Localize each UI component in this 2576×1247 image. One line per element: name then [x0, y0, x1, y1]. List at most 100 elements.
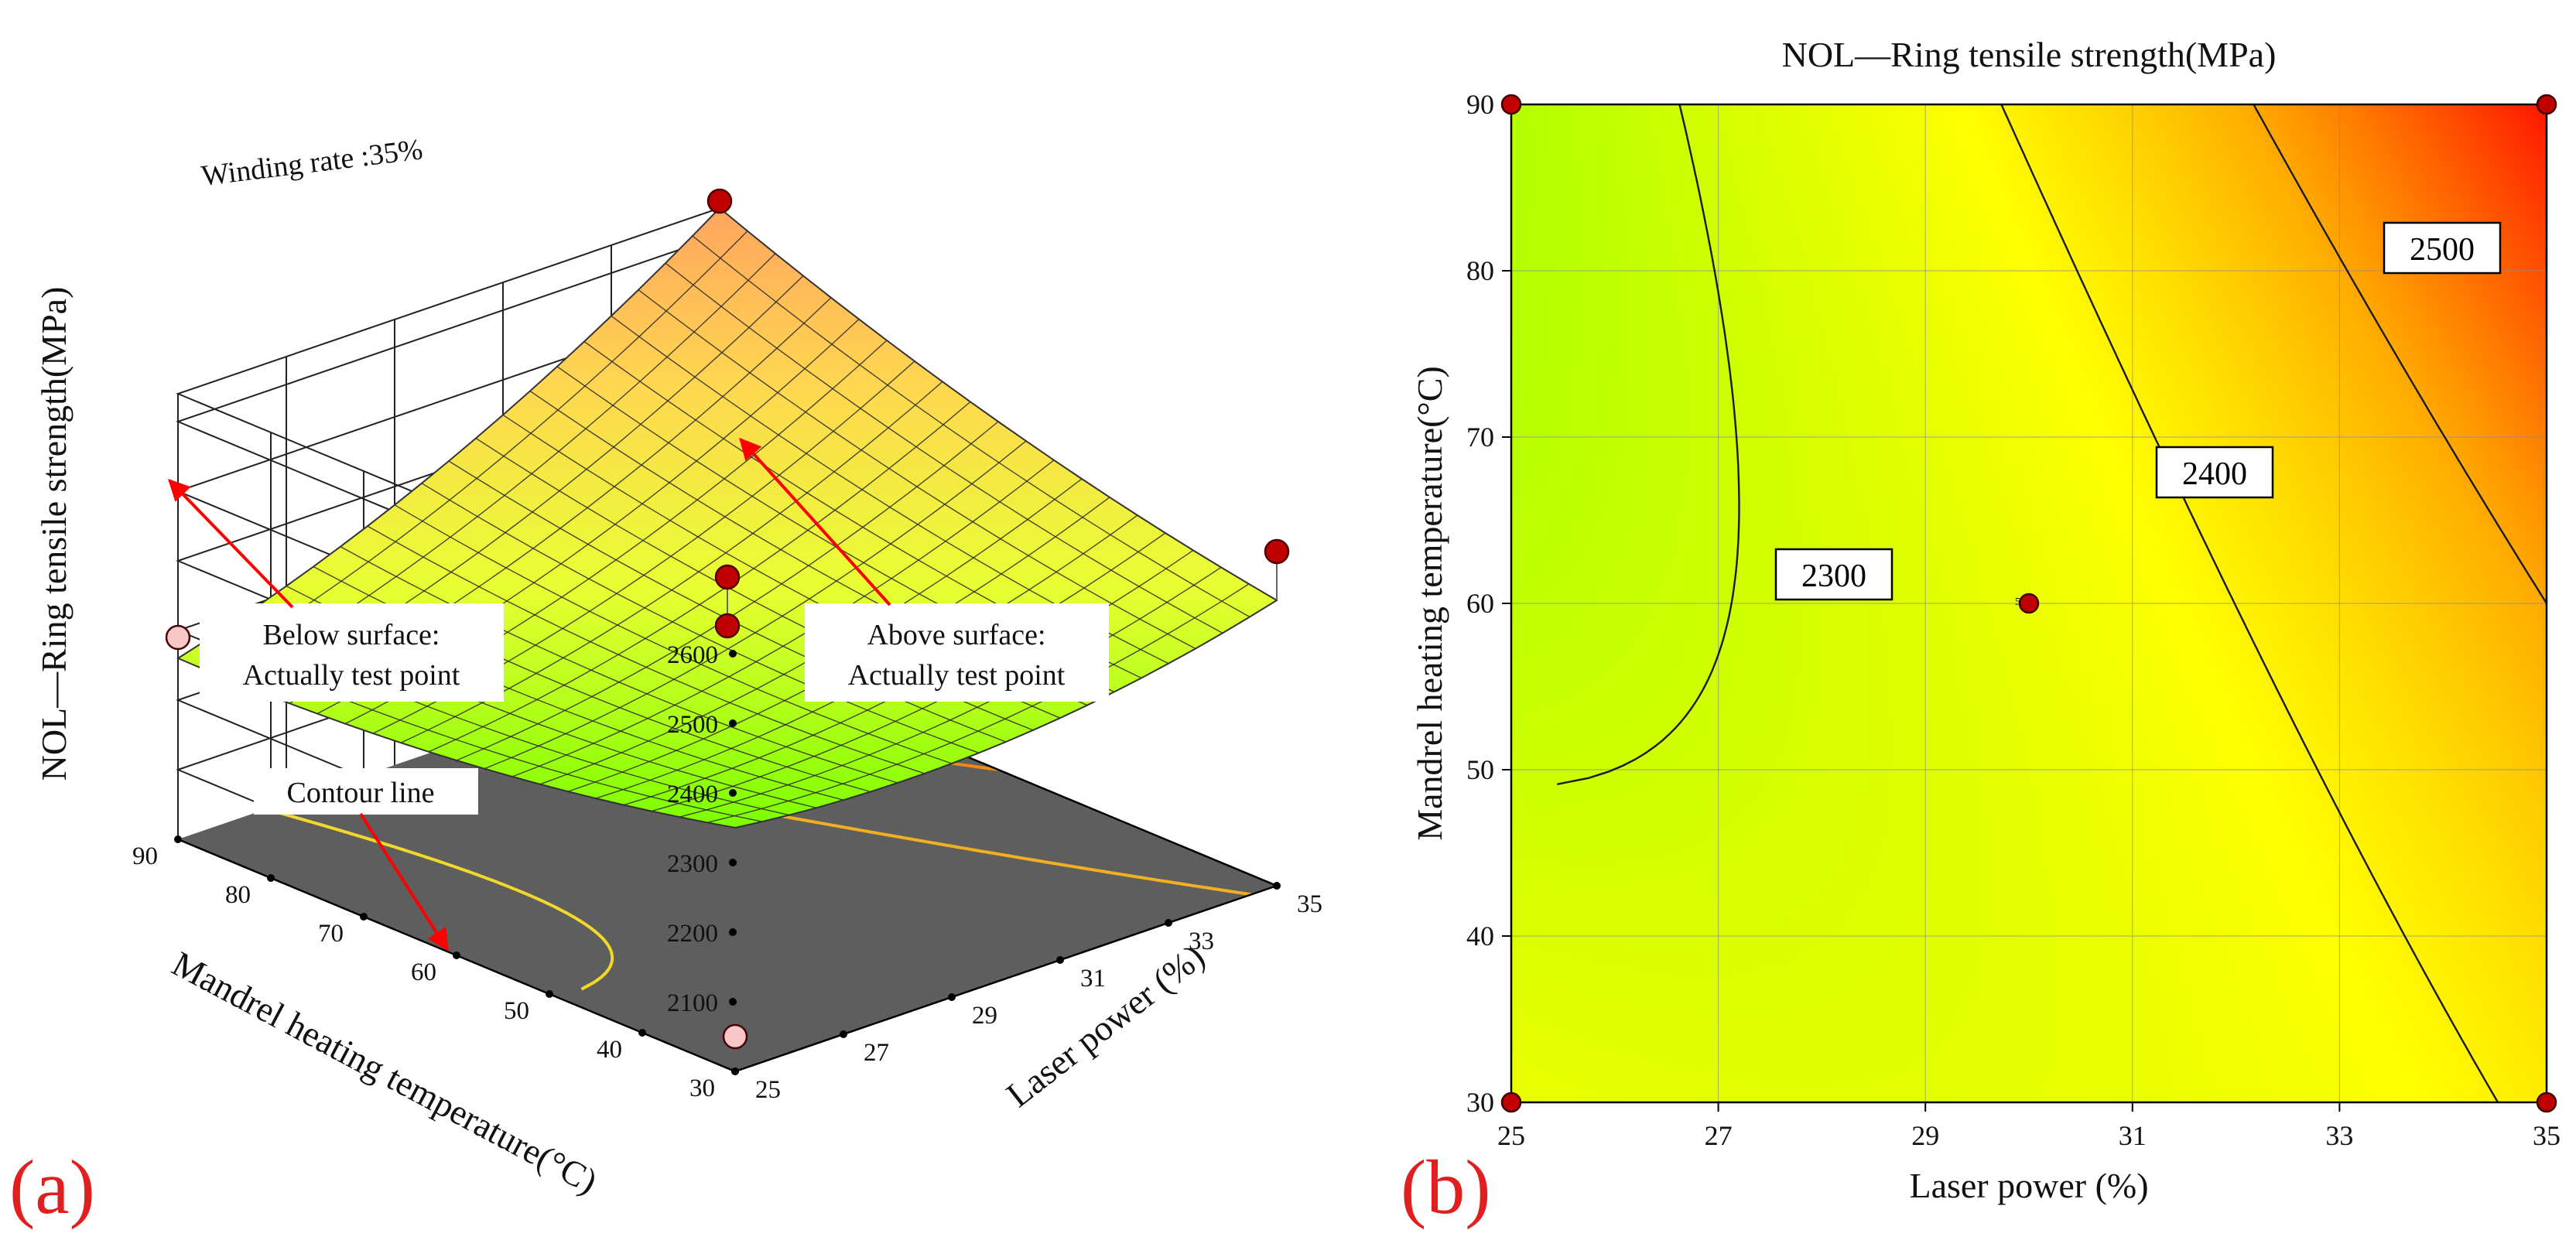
- y-tick-dot: [453, 951, 460, 959]
- below-surface-line1: Below surface:: [263, 619, 440, 651]
- below-arrow: [168, 478, 294, 609]
- y-tick-label: 50: [504, 997, 529, 1025]
- contour-axis-ticks: 25 27 29 31 33 35 30 40 50 60 70 80 90: [1466, 89, 2561, 1151]
- y-tick-dot: [546, 990, 553, 998]
- x-tick-label: 31: [1080, 965, 1106, 992]
- mesh-line-y: [679, 566, 1222, 818]
- test-point-below: [722, 1023, 748, 1050]
- panel-a-surface-chart: 2100 2200 2300 2400 2500 2600 30 40 50 60 70 80 90 25…: [9, 133, 1322, 1230]
- mesh-line-y: [511, 460, 1055, 777]
- contour-label-2500: 2500: [2383, 221, 2502, 275]
- panel-a-label: (a): [9, 1144, 95, 1230]
- contour-y-title: Mandrel heating temperature(°C): [1410, 366, 1449, 841]
- z-tick-dot: [729, 998, 737, 1006]
- mesh-line-y: [484, 440, 1027, 770]
- y-tick-label: 70: [1466, 422, 1494, 453]
- y-tick-label: 30: [689, 1074, 715, 1102]
- z-tick-dot: [729, 719, 737, 727]
- x-tick-label: 25: [755, 1076, 781, 1104]
- y-tick-label: 60: [1466, 588, 1494, 619]
- x-tick-label: 29: [1911, 1120, 1939, 1151]
- design-point: [1500, 1092, 1522, 1113]
- contour-line-2300: [1557, 104, 1740, 785]
- test-point-below: [165, 624, 191, 651]
- y-tick-label: 80: [225, 881, 251, 909]
- z-tick-label: 2200: [667, 920, 718, 948]
- test-point-above: [714, 564, 741, 590]
- z-tick-dot: [729, 650, 737, 658]
- test-point-above: [1264, 538, 1290, 565]
- x-tick-label: 25: [1497, 1120, 1525, 1151]
- design-point: [2018, 593, 2040, 614]
- above-surface-line1: Above surface:: [867, 619, 1045, 651]
- contour-label-2400: 2400: [2155, 446, 2274, 499]
- test-point-above: [706, 188, 733, 214]
- x-tick-label: 29: [972, 1002, 997, 1030]
- x-tick-dot: [731, 1068, 739, 1075]
- y-tick-dot: [360, 913, 368, 921]
- x-tick-label: 27: [864, 1039, 889, 1067]
- svg-text:2500: 2500: [2410, 232, 2475, 268]
- z-tick-label: 2500: [667, 711, 718, 739]
- contour-line-box: [254, 768, 478, 815]
- x-tick-label: 35: [1297, 890, 1322, 918]
- design-point: [2536, 1092, 2557, 1113]
- y-tick-label: 50: [1466, 754, 1494, 785]
- y-tick-label: 60: [411, 958, 436, 986]
- z-tick-label: 2300: [667, 850, 718, 878]
- y-tick-label: 80: [1466, 255, 1494, 286]
- x-tick-label: 31: [2119, 1120, 2147, 1151]
- x-tick-label: 27: [1705, 1120, 1733, 1151]
- y-tick-dot: [638, 1029, 646, 1037]
- z-tick-dot: [729, 859, 737, 866]
- y-tick-label: 90: [1466, 89, 1494, 120]
- contour-lines: [1557, 104, 2548, 1103]
- below-surface-box: [200, 603, 504, 702]
- contour-label-2300: 2300: [1774, 548, 1894, 601]
- floor-contour-2300: [265, 808, 614, 991]
- x-tick-label: 35: [2533, 1120, 2561, 1151]
- contour-title: NOL—Ring tensile strength(MPa): [1782, 35, 2277, 74]
- above-surface-line2: Actually test point: [848, 659, 1066, 692]
- above-surface-box: [805, 603, 1109, 702]
- axis-ticks: 2100 2200 2300 2400 2500 2600 30 40 50 60 70 80 90 25…: [132, 641, 1322, 1104]
- mesh-line-y: [706, 583, 1250, 823]
- z-tick-label: 2100: [667, 989, 718, 1017]
- design-point: [2536, 94, 2557, 115]
- y-tick-label: 30: [1466, 1087, 1494, 1118]
- x-tick-dot: [1165, 919, 1172, 927]
- z-tick-dot: [729, 928, 737, 936]
- z-tick-label: 2600: [667, 641, 718, 669]
- design-point: [1500, 94, 1522, 115]
- x-tick-label: 33: [2325, 1120, 2353, 1151]
- y-tick-label: 40: [1466, 921, 1494, 951]
- contour-line-2400: [2000, 104, 2499, 1103]
- y-tick-label: 70: [318, 920, 344, 948]
- y-tick-label: 40: [597, 1036, 622, 1064]
- x-tick-label: 33: [1189, 928, 1214, 955]
- y-tick-dot: [174, 835, 182, 843]
- above-arrow: [739, 437, 891, 606]
- x-tick-dot: [948, 993, 956, 1001]
- test-point-above: [714, 613, 741, 639]
- z-tick-dot: [729, 789, 737, 797]
- contour-x-title: Laser power (%): [1909, 1166, 2148, 1205]
- panel-b-contour-chart: 25 27 29 31 33 35 30 40 50 60 70 80 90 2300 2400 250…: [1401, 35, 2561, 1230]
- x-tick-dot: [840, 1030, 847, 1038]
- center-replicate-count: 5: [2015, 596, 2020, 608]
- svg-text:2300: 2300: [1801, 559, 1866, 594]
- design-points: [1500, 94, 2557, 1113]
- panel-b-label: (b): [1401, 1144, 1491, 1230]
- contour-line-2500: [2253, 104, 2548, 604]
- y-tick-dot: [267, 874, 275, 882]
- test-points: [165, 188, 1290, 1050]
- winding-rate-box: [190, 141, 484, 195]
- mesh-line-y: [428, 401, 971, 753]
- contour-line-text: Contour line: [286, 777, 434, 809]
- x-tick-dot: [1273, 882, 1281, 890]
- svg-text:2400: 2400: [2182, 456, 2247, 492]
- z-axis-title: NOL—Ring tensile strength(MPa): [34, 287, 74, 781]
- z-tick-label: 2400: [667, 781, 718, 808]
- x-tick-dot: [1056, 956, 1064, 964]
